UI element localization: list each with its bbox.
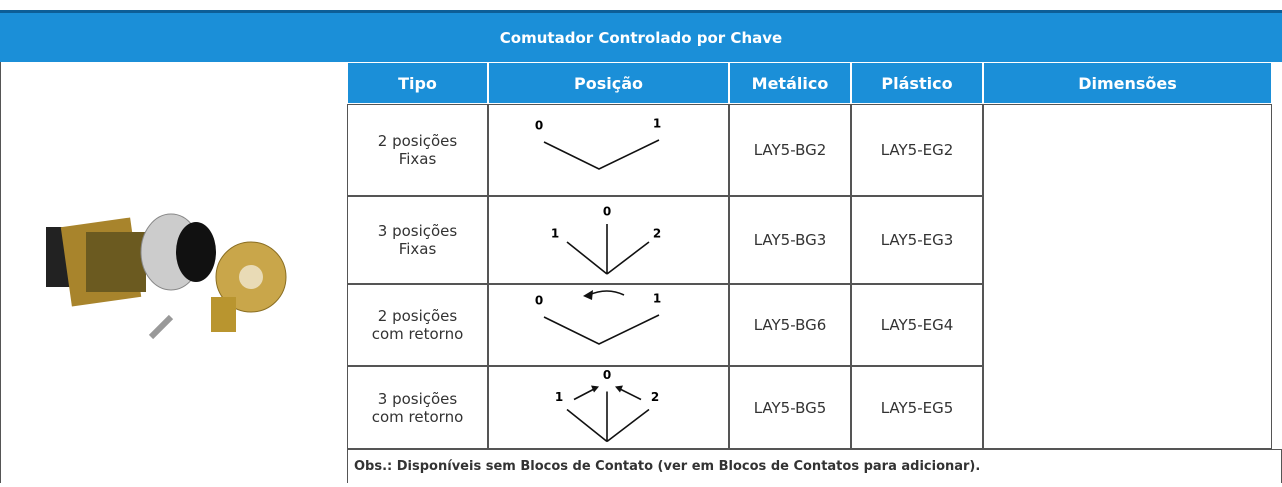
column-header: Posição <box>488 62 729 104</box>
plastic-code: LAY5-EG5 <box>851 366 983 449</box>
type-cell: 2 posições com retorno <box>347 284 488 366</box>
diagram-lines <box>566 386 650 443</box>
position-label: 1 <box>551 227 559 241</box>
type-line: 3 posições <box>377 389 458 408</box>
position-label: 2 <box>653 227 661 241</box>
column-header: Dimensões <box>983 62 1272 104</box>
column-header: Metálico <box>729 62 851 104</box>
plastic-code: LAY5-EG3 <box>851 196 983 284</box>
type-line: 3 posições <box>377 222 458 240</box>
dimensions-cell <box>983 104 1272 449</box>
type-text: 3 posições com retorno <box>372 390 464 426</box>
metal-code: LAY5-BG2 <box>729 104 851 196</box>
diagram-lines <box>543 290 660 345</box>
metal-code: LAY5-BG3 <box>729 196 851 284</box>
position-label: 0 <box>603 368 611 382</box>
metal-code: LAY5-BG6 <box>729 284 851 366</box>
arrow-head <box>591 385 599 393</box>
plastic-code: LAY5-EG2 <box>851 104 983 196</box>
type-line: 2 posições <box>377 132 458 150</box>
position-diagram: 1 0 2 <box>555 368 659 443</box>
type-line: Fixas <box>398 150 437 168</box>
position-label: 0 <box>535 294 543 308</box>
arrow-head <box>615 385 623 393</box>
position-label: 1 <box>653 117 661 131</box>
plastic-code: LAY5-EG4 <box>851 284 983 366</box>
title-bar: Comutador Controlado por Chave <box>0 10 1282 62</box>
position-diagram: 1 0 2 <box>551 205 661 275</box>
type-text: 3 posições Fixas <box>378 222 457 258</box>
image-cell <box>0 62 348 483</box>
arrow-head <box>583 290 593 300</box>
type-cell: 3 posições com retorno <box>347 366 488 449</box>
product-image <box>46 213 287 340</box>
type-cell: 2 posições Fixas <box>347 104 488 196</box>
position-label: 0 <box>535 119 543 133</box>
position-label: 2 <box>651 390 659 404</box>
type-line: com retorno <box>371 407 464 426</box>
column-header: Tipo <box>347 62 488 104</box>
column-header: Plástico <box>851 62 983 104</box>
type-line: 2 posições <box>377 307 458 325</box>
metal-code: LAY5-BG5 <box>729 366 851 449</box>
type-cell: 3 posições Fixas <box>347 196 488 284</box>
note: Obs.: Disponíveis sem Blocos de Contato … <box>347 449 1282 483</box>
diagram-lines <box>543 139 660 170</box>
position-label: 1 <box>653 292 661 306</box>
position-cell: 1 0 2 <box>488 366 729 449</box>
position-label: 0 <box>603 205 611 219</box>
type-text: 2 posições Fixas <box>378 132 457 168</box>
position-cell: 1 0 2 <box>488 196 729 284</box>
position-label: 1 <box>555 390 563 404</box>
type-line: com retorno <box>371 325 464 343</box>
type-text: 2 posições com retorno <box>372 307 464 343</box>
diagram-lines <box>566 224 650 275</box>
type-line: Fixas <box>398 240 437 258</box>
